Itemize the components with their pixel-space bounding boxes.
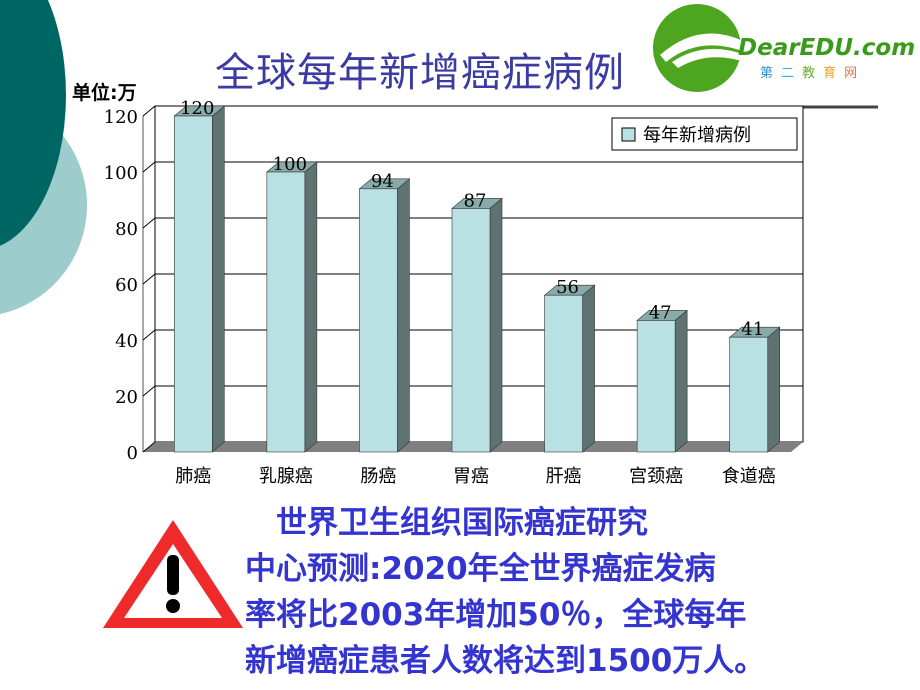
note-line: 世界卫生组织国际癌症研究 [245,505,648,541]
bar [636,320,676,453]
x-tick-label: 食道癌 [722,466,776,487]
bar-side [397,178,410,453]
bar [359,188,398,453]
bar-side [767,326,781,453]
note-line: 中心预测:2020年全世界癌症发病 [245,551,716,587]
tick [142,105,156,117]
note-line: 新增癌症患者人数将达到1500万人。 [245,643,766,679]
dark-circle [0,0,66,246]
legend-swatch [621,127,636,142]
y-tick-label: 40 [115,331,138,352]
unit-label: 单位:万 [72,82,137,104]
tick [142,273,156,285]
x-tick-label: 肺癌 [175,466,211,487]
y-tick-label: 20 [115,387,138,408]
logo-subtitle: 第二教育网 [760,62,865,81]
logo-text: DearEDU.com [738,35,916,61]
bar-side [582,284,595,453]
data-label: 47 [649,302,672,323]
slide-title: 全球每年新增癌症病例 [215,50,625,96]
data-label: 87 [464,190,487,211]
note-line: 率将比2003年增加50％，全球每年 [245,597,747,633]
bar [266,171,306,453]
data-label: 94 [371,171,394,192]
x-tick-label: 肠癌 [360,466,396,487]
bar-side [304,161,318,453]
y-tick-label: 80 [115,219,138,240]
bar-side [489,197,503,453]
data-label: 56 [556,277,579,298]
prediction-note: 世界卫生组织国际癌症研究 中心预测:2020年全世界癌症发病 率将比2003年增… [245,500,895,684]
y-tick-label: 100 [104,163,138,184]
logo-icon [653,4,745,92]
tick [142,217,156,229]
legend [611,117,798,151]
y-tick-label: 120 [104,107,138,128]
x-tick-label: 乳腺癌 [259,466,313,487]
tick [142,385,156,397]
logo-subtitle-char: 育 [823,66,845,81]
warning-icon [103,520,243,628]
bar [729,336,769,453]
logo-subtitle-char: 二 [781,66,803,81]
legend-label: 每年新增病例 [643,125,751,146]
bar [544,294,583,453]
logo-subtitle-char: 第 [760,66,782,81]
data-label: 120 [180,98,214,119]
y-tick-label: 60 [115,275,138,296]
bar [451,208,491,453]
x-tick-label: 宫颈癌 [629,466,683,487]
logo-subtitle-char: 教 [802,66,824,81]
bar-side [674,309,688,453]
y-tick-label: 0 [127,443,138,464]
tick [142,161,156,173]
bar [173,115,213,453]
bar-chart: 0 20 40 60 80 100 120 120 肺癌 100 乳腺癌 94 肠癌 87 胃癌 56 肝癌 47… [104,98,804,487]
data-label: 100 [273,154,307,175]
tick [142,441,156,453]
bar-side [211,105,225,453]
x-tick-label: 胃癌 [453,466,489,487]
tick [142,329,156,341]
logo-subtitle-char: 网 [844,66,866,81]
data-label: 41 [741,319,764,340]
x-tick-label: 肝癌 [546,466,582,487]
